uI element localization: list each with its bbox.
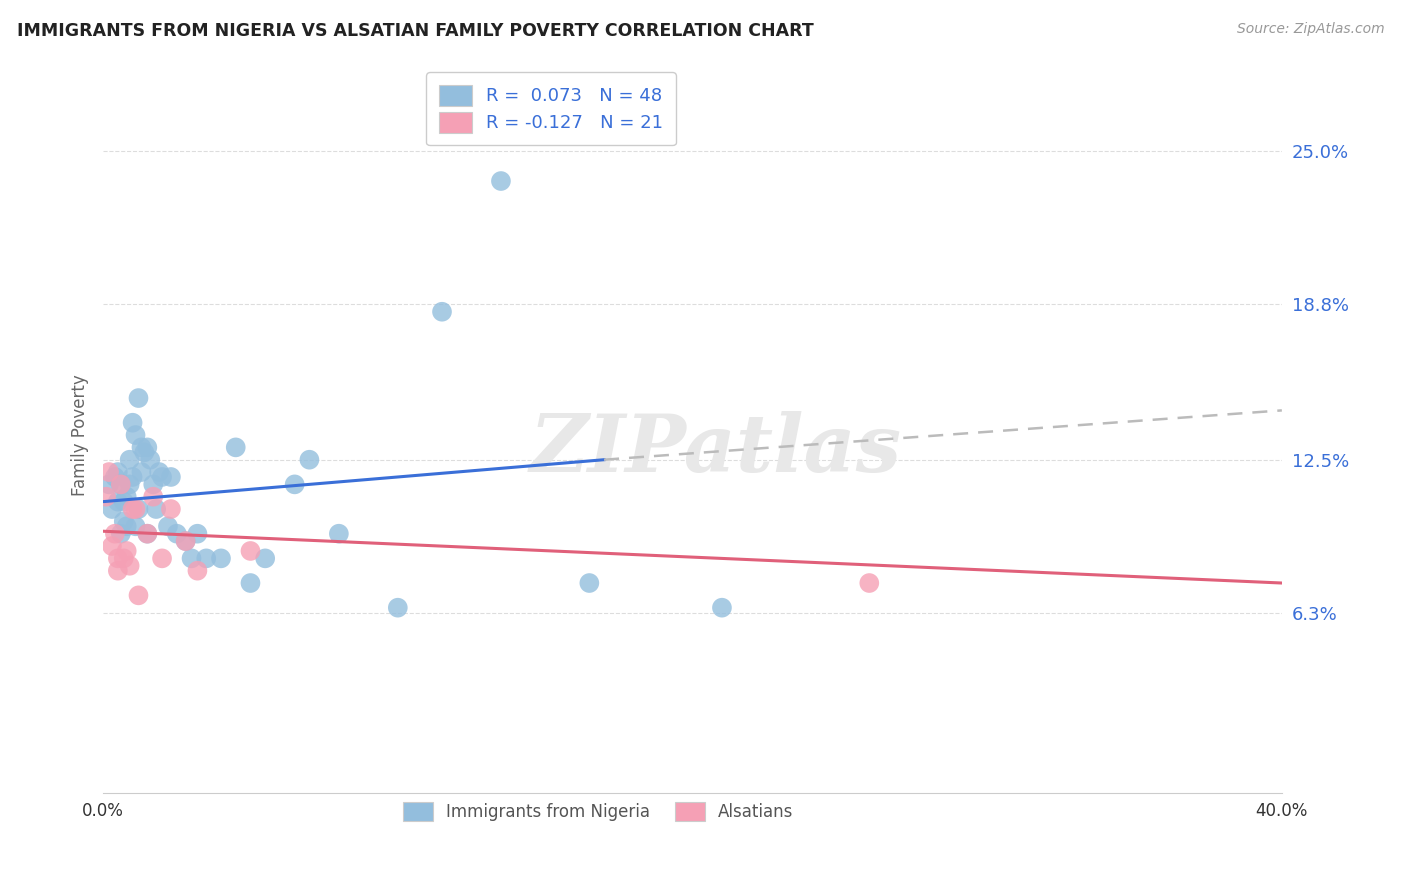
Point bbox=[121, 470, 143, 484]
Point bbox=[118, 558, 141, 573]
Point bbox=[186, 526, 208, 541]
Point bbox=[118, 452, 141, 467]
Point bbox=[127, 502, 149, 516]
Point bbox=[284, 477, 307, 491]
Point bbox=[115, 490, 138, 504]
Point bbox=[298, 452, 321, 467]
Point bbox=[98, 477, 121, 491]
Point bbox=[387, 600, 409, 615]
Point bbox=[139, 452, 162, 467]
Point bbox=[110, 526, 132, 541]
Point bbox=[209, 551, 232, 566]
Point bbox=[94, 490, 117, 504]
Point bbox=[107, 465, 129, 479]
Point bbox=[127, 391, 149, 405]
Point bbox=[134, 445, 156, 459]
Point bbox=[136, 526, 159, 541]
Point bbox=[136, 526, 159, 541]
Point bbox=[104, 470, 127, 484]
Point bbox=[121, 416, 143, 430]
Point bbox=[160, 502, 183, 516]
Point bbox=[112, 551, 135, 566]
Legend: Immigrants from Nigeria, Alsatians: Immigrants from Nigeria, Alsatians bbox=[389, 789, 807, 834]
Point bbox=[166, 526, 188, 541]
Point bbox=[174, 534, 197, 549]
Point bbox=[112, 494, 135, 508]
Text: IMMIGRANTS FROM NIGERIA VS ALSATIAN FAMILY POVERTY CORRELATION CHART: IMMIGRANTS FROM NIGERIA VS ALSATIAN FAMI… bbox=[17, 22, 814, 40]
Point bbox=[142, 477, 165, 491]
Point bbox=[112, 514, 135, 528]
Point bbox=[115, 519, 138, 533]
Point bbox=[124, 428, 146, 442]
Point bbox=[180, 551, 202, 566]
Point bbox=[578, 576, 600, 591]
Point bbox=[150, 470, 173, 484]
Point bbox=[156, 519, 179, 533]
Point bbox=[131, 441, 153, 455]
Point bbox=[239, 576, 262, 591]
Text: Source: ZipAtlas.com: Source: ZipAtlas.com bbox=[1237, 22, 1385, 37]
Point bbox=[239, 544, 262, 558]
Point bbox=[160, 470, 183, 484]
Point bbox=[98, 465, 121, 479]
Point bbox=[136, 441, 159, 455]
Point bbox=[121, 502, 143, 516]
Point bbox=[145, 502, 167, 516]
Point bbox=[489, 174, 512, 188]
Text: ZIPatlas: ZIPatlas bbox=[530, 410, 903, 488]
Point bbox=[101, 539, 124, 553]
Y-axis label: Family Poverty: Family Poverty bbox=[72, 374, 89, 496]
Point bbox=[118, 477, 141, 491]
Point bbox=[115, 544, 138, 558]
Point bbox=[328, 526, 350, 541]
Point bbox=[131, 465, 153, 479]
Point bbox=[150, 551, 173, 566]
Point bbox=[174, 534, 197, 549]
Point bbox=[254, 551, 277, 566]
Point bbox=[107, 564, 129, 578]
Point bbox=[148, 465, 170, 479]
Point bbox=[124, 519, 146, 533]
Point bbox=[110, 477, 132, 491]
Point bbox=[101, 502, 124, 516]
Point bbox=[186, 564, 208, 578]
Point bbox=[124, 502, 146, 516]
Point bbox=[430, 304, 453, 318]
Point bbox=[110, 477, 132, 491]
Point bbox=[858, 576, 880, 591]
Point bbox=[195, 551, 218, 566]
Point bbox=[127, 588, 149, 602]
Point bbox=[225, 441, 247, 455]
Point bbox=[107, 551, 129, 566]
Point bbox=[142, 490, 165, 504]
Point bbox=[710, 600, 733, 615]
Point bbox=[104, 526, 127, 541]
Point bbox=[107, 494, 129, 508]
